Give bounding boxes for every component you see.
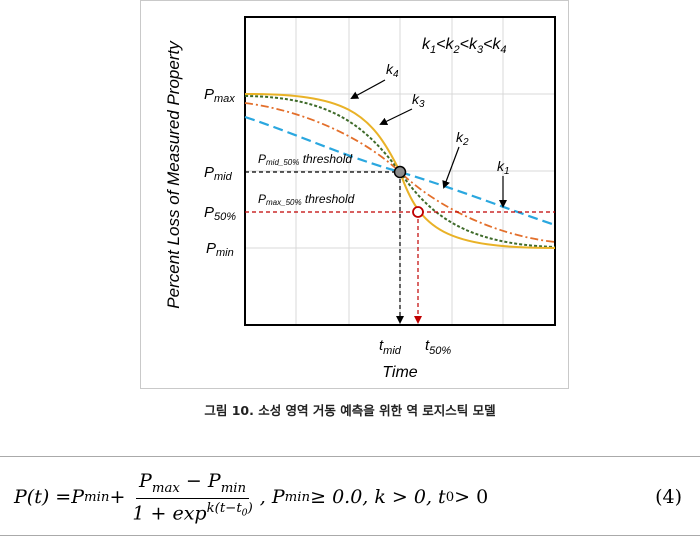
curve-label-arrows <box>350 79 507 208</box>
figure-caption: 그림 10. 소성 영역 거동 예측을 위한 역 로지스틱 모델 <box>204 403 496 418</box>
plot-area <box>244 16 556 326</box>
y-tick-pmid: Pmid <box>204 164 233 183</box>
equation-fraction: Pmax − Pmin 1 + expk(t−t0) <box>132 469 253 525</box>
x-tick-tmid: tmid <box>379 337 402 357</box>
plot-grid <box>245 17 555 325</box>
y-tick-pmin: Pmin <box>206 240 234 259</box>
equation-number: (4) <box>655 486 682 508</box>
curve-label-k1: k1 <box>497 158 510 177</box>
x-axis-label: Time <box>382 364 418 381</box>
x-tick-t50: t50% <box>425 337 451 357</box>
curve-k1 <box>244 115 556 227</box>
curve-label-k4: k4 <box>386 61 399 80</box>
y-axis-label: Percent Loss of Measured Property <box>164 40 183 309</box>
logistic-model-figure: Percent Loss of Measured Property Pmax P… <box>164 16 556 381</box>
p50-threshold-label: Pmax_50% threshold <box>258 192 355 207</box>
mid-threshold-label: Pmid_50% threshold <box>258 152 352 167</box>
mid-point-marker <box>393 165 407 179</box>
p50-point-marker <box>412 206 424 218</box>
y-tick-pmax: Pmax <box>204 86 235 105</box>
y-tick-p50: P50% <box>204 204 236 223</box>
k-order-label: k1<k2<k3<k4 <box>422 36 507 56</box>
curve-label-k2: k2 <box>456 129 469 148</box>
curve-label-k3: k3 <box>412 91 425 110</box>
